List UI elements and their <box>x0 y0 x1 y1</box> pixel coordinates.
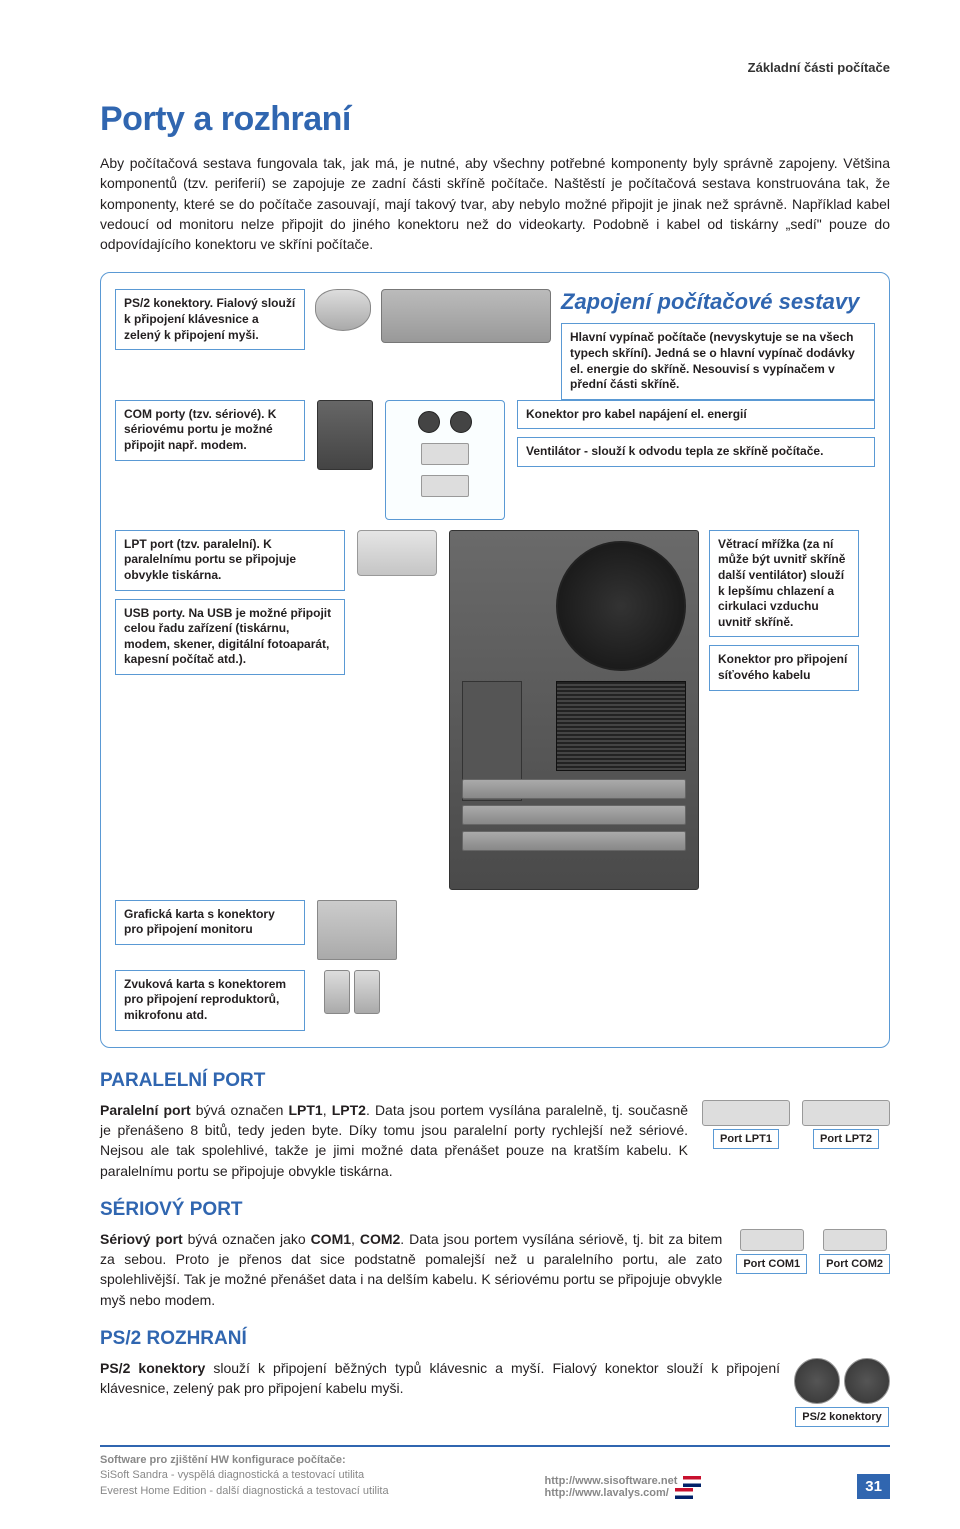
footer-links: http://www.sisoftware.net http://www.lav… <box>545 1475 702 1499</box>
heading-parallel: PARALELNÍ PORT <box>100 1070 890 1092</box>
ps2-connectors: PS/2 konektory <box>794 1358 890 1427</box>
ps2-connector-icon <box>794 1358 840 1404</box>
lpt-connector-icon <box>702 1100 790 1126</box>
footer-url2[interactable]: http://www.lavalys.com/ <box>545 1487 669 1499</box>
page-footer: Software pro zjištění HW konfigurace poč… <box>100 1445 890 1499</box>
section-parallel: PARALELNÍ PORT Paralelní port bývá označ… <box>100 1070 890 1181</box>
diagram-row-2: COM porty (tzv. sériové). K sériovému po… <box>115 400 875 520</box>
intro-paragraph: Aby počítačová sestava fungovala tak, ja… <box>100 153 890 254</box>
parallel-connectors: Port LPT1 Port LPT2 <box>702 1100 890 1181</box>
label-com: COM porty (tzv. sériové). K sériovému po… <box>115 400 305 461</box>
label-power: Konektor pro kabel napájení el. energií <box>517 400 875 430</box>
lpt-connector-icon <box>802 1100 890 1126</box>
label-ps2: PS/2 konektory. Fialový slouží k připoje… <box>115 289 305 350</box>
label-ps2-conn: PS/2 konektory <box>795 1407 888 1427</box>
section-serial: SÉRIOVÝ PORT Sériový port bývá označen j… <box>100 1199 890 1310</box>
speakers-icon <box>317 970 387 1014</box>
mouse-icon <box>315 289 371 331</box>
modem-icon <box>317 400 373 470</box>
tower-back-illustration <box>449 530 699 890</box>
keyboard-icon <box>381 289 551 343</box>
main-title: Porty a rozhraní <box>100 100 890 139</box>
page: Základní části počítače Porty a rozhraní… <box>0 0 960 1529</box>
expansion-card-icon <box>462 779 686 799</box>
diagram-row-5: Zvuková karta s konektorem pro připojení… <box>115 970 875 1031</box>
ps2-connector-icon <box>844 1358 890 1404</box>
uk-flag-icon <box>675 1488 693 1499</box>
text-parallel: Paralelní port bývá označen LPT1, LPT2. … <box>100 1100 688 1181</box>
monitor-icon <box>317 900 397 960</box>
com-port-icon <box>421 443 469 465</box>
page-number: 31 <box>857 1474 890 1499</box>
footer-line1: Software pro zjištění HW konfigurace poč… <box>100 1453 389 1468</box>
expansion-card-icon <box>462 805 686 825</box>
label-com1: Port COM1 <box>736 1254 807 1274</box>
label-snd: Zvuková karta s konektorem pro připojení… <box>115 970 305 1031</box>
diagram-row-4: Grafická karta s konektory pro připojení… <box>115 900 875 960</box>
uk-flag-icon <box>683 1476 701 1487</box>
label-lpt: LPT port (tzv. paralelní). K paralelnímu… <box>115 530 345 591</box>
label-main-switch: Hlavní vypínač počítače (nevyskytuje se … <box>561 323 875 399</box>
diagram-title: Zapojení počítačové sestavy <box>561 289 875 315</box>
label-net: Konektor pro připojení síťového kabelu <box>709 645 859 690</box>
label-com2: Port COM2 <box>819 1254 890 1274</box>
label-fan: Ventilátor - slouží k odvodu tepla ze sk… <box>517 437 875 467</box>
label-gfx: Grafická karta s konektory pro připojení… <box>115 900 305 945</box>
label-lpt1: Port LPT1 <box>713 1129 779 1149</box>
heading-serial: SÉRIOVÝ PORT <box>100 1199 890 1221</box>
text-serial: Sériový port bývá označen jako COM1, COM… <box>100 1229 722 1310</box>
com-connector-icon <box>823 1229 887 1251</box>
text-ps2: PS/2 konektory slouží k připojení běžnýc… <box>100 1358 780 1399</box>
ps2-port-icon <box>418 411 440 433</box>
heading-ps2: PS/2 ROZHRANÍ <box>100 1328 890 1350</box>
footer-software-info: Software pro zjištění HW konfigurace poč… <box>100 1453 389 1499</box>
fan-icon <box>556 541 686 671</box>
vent-grille-icon <box>556 681 686 771</box>
back-panel-illustration <box>385 400 505 520</box>
serial-connectors: Port COM1 Port COM2 <box>736 1229 890 1310</box>
expansion-card-icon <box>462 831 686 851</box>
footer-url1[interactable]: http://www.sisoftware.net <box>545 1475 678 1487</box>
com-connector-icon <box>740 1229 804 1251</box>
label-usb: USB porty. Na USB je možné připojit celo… <box>115 599 345 675</box>
diagram-row-top: PS/2 konektory. Fialový slouží k připoje… <box>115 289 875 399</box>
footer-line3: Everest Home Edition - další diagnostick… <box>100 1484 389 1499</box>
footer-line2: SiSoft Sandra - vyspělá diagnostická a t… <box>100 1468 389 1483</box>
label-lpt2: Port LPT2 <box>813 1129 879 1149</box>
diagram-container: PS/2 konektory. Fialový slouží k připoje… <box>100 272 890 1047</box>
com-port-icon <box>421 475 469 497</box>
section-ps2: PS/2 ROZHRANÍ PS/2 konektory slouží k př… <box>100 1328 890 1427</box>
label-vent: Větrací mřížka (za ní může být uvnitř sk… <box>709 530 859 638</box>
keyboard-mouse-illustration <box>315 289 371 331</box>
diagram-row-3: LPT port (tzv. paralelní). K paralelnímu… <box>115 530 875 890</box>
chapter-header: Základní části počítače <box>100 60 890 75</box>
printer-icon <box>357 530 437 576</box>
ps2-port-icon <box>450 411 472 433</box>
